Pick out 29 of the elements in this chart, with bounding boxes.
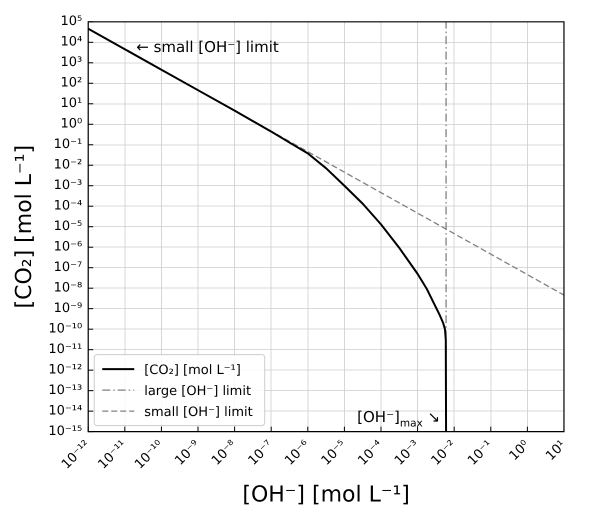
y-tick-label: 10¹ (60, 96, 82, 112)
y-tick-label: 10⁻² (54, 158, 82, 173)
y-tick-label: 10⁻⁴ (54, 198, 82, 214)
y-tick-label: 10⁻¹⁰ (48, 322, 82, 337)
y-tick-label: 10⁻¹³ (48, 383, 82, 398)
y-tick-label: 10⁰ (60, 116, 82, 132)
y-tick-label: 10⁻⁶ (54, 240, 82, 255)
y-tick-label: 10⁻¹² (48, 362, 82, 378)
y-tick-label: 10⁻⁷ (54, 260, 82, 276)
y-tick-label: 10⁻⁵ (54, 219, 82, 234)
x-tick-label: 10¹ (543, 438, 570, 464)
y-tick-label: 10³ (60, 55, 82, 70)
annotation: ← small [OH⁻] limit (136, 38, 279, 56)
y-tick-label: 10⁻³ (54, 178, 82, 194)
legend-label: small [OH⁻] limit (144, 405, 253, 420)
x-tick-label: 10⁰ (506, 438, 533, 464)
y-tick-label: 10² (60, 76, 82, 91)
y-tick-label: 10⁻¹ (54, 137, 82, 152)
y-tick-label: 10⁻⁹ (54, 301, 82, 316)
legend-label: large [OH⁻] limit (144, 384, 252, 400)
y-tick-label: 10⁴ (60, 34, 82, 50)
y-tick-label: 10⁻¹⁵ (48, 424, 82, 440)
legend-label: [CO₂] [mol L⁻¹] (144, 363, 241, 378)
y-tick-label: 10⁻¹⁴ (48, 404, 82, 419)
y-tick-label: 10⁵ (60, 14, 82, 30)
y-tick-label: 10⁻⁸ (54, 280, 82, 296)
x-axis-title: [OH⁻] [mol L⁻¹] (242, 482, 410, 508)
y-tick-label: 10⁻¹¹ (48, 342, 82, 358)
y-axis-title: [CO₂] [mol L⁻¹] (12, 144, 37, 308)
